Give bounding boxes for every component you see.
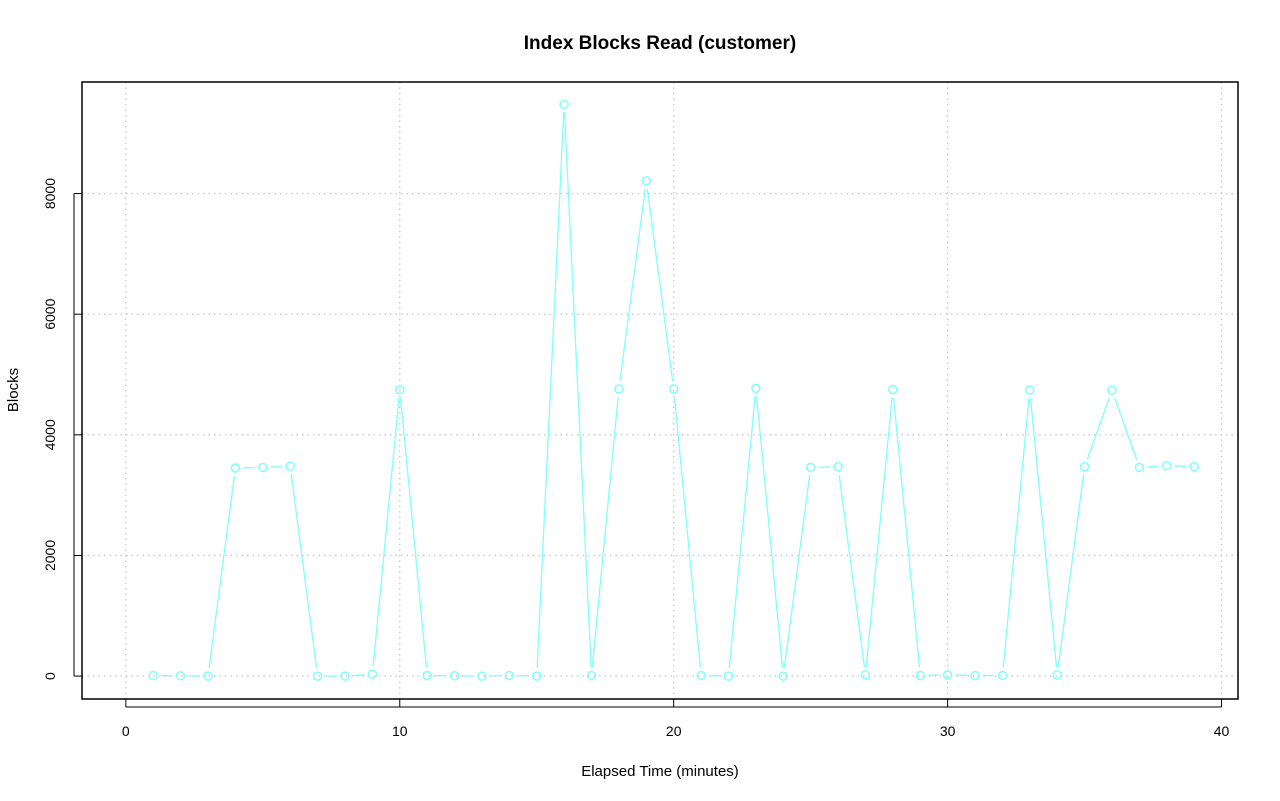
data-point [285,461,295,471]
data-point [148,670,158,681]
series-segment [1114,397,1138,461]
x-tick-label: 20 [666,723,682,739]
data-point [778,671,789,681]
data-point [586,670,597,681]
y-tick-label: 8000 [42,178,58,209]
x-tick-label: 0 [122,723,130,739]
data-point [531,671,542,681]
data-point [340,671,350,681]
data-point [1052,670,1062,680]
data-point [312,671,323,681]
y-tick-label: 4000 [42,419,58,450]
series-segment [399,397,428,668]
data-point [1107,385,1117,395]
series [148,99,1199,681]
data-point [258,462,268,473]
data-point [1162,460,1172,471]
series-segment [865,397,893,667]
series-segment [1002,398,1030,668]
data-point [668,384,679,394]
data-point [860,670,871,680]
y-axis-label: Blocks [5,368,22,412]
series-segment [783,475,811,669]
series-segment [208,475,236,669]
y-tick-label: 0 [42,672,58,680]
data-point [1079,462,1090,472]
data-point [997,670,1008,681]
data-point [751,383,761,394]
data-point [696,670,706,681]
data-point [395,384,405,395]
series-segment [892,397,921,668]
series-segment [1147,465,1159,468]
series-segment [536,112,565,669]
series-segment [372,397,400,667]
chart-title: Index Blocks Read (customer) [524,33,796,54]
x-tick-label: 10 [392,723,408,739]
series-segment [563,112,592,668]
data-point [1189,462,1199,472]
data-point [915,670,925,681]
data-point [805,462,816,473]
series-segment [1174,465,1187,468]
data-point [203,671,213,681]
series-segment [1057,474,1085,668]
x-axis-label: Elapsed Time (minutes) [581,763,739,780]
data-point [888,384,898,395]
series-segment [290,474,318,669]
series-segment [646,188,674,382]
series-segment [591,396,619,668]
series-segment [755,396,784,669]
data-point [641,176,652,186]
data-point [175,671,186,681]
data-point [1134,462,1145,473]
series-segment [270,465,283,468]
data-point [970,670,980,681]
data-point [230,463,241,473]
data-point [477,671,487,681]
plot-frame [81,81,1239,700]
x-tick-label: 40 [1214,723,1230,739]
series-segment [728,396,756,669]
series-segment [352,674,365,677]
data-point [449,671,460,681]
x-axis: 0 10 20 30 40 [122,699,1230,739]
series-segment [619,188,646,382]
data-point [1025,385,1035,395]
y-tick-label: 2000 [42,540,58,571]
x-tick-label: 30 [940,723,956,739]
data-point [367,669,378,680]
series-segment [838,474,866,668]
data-point [942,670,953,680]
data-point [559,99,569,110]
data-point [422,670,432,681]
y-axis: 0 2000 4000 6000 8000 [42,178,82,680]
grid [82,82,1238,699]
series-segment [1029,398,1058,667]
data-point [614,384,624,394]
series-segment [673,396,701,668]
series-segment [1086,397,1110,460]
data-point [504,670,515,681]
data-point [723,671,734,681]
data-point [833,462,843,472]
y-tick-label: 6000 [42,298,58,329]
